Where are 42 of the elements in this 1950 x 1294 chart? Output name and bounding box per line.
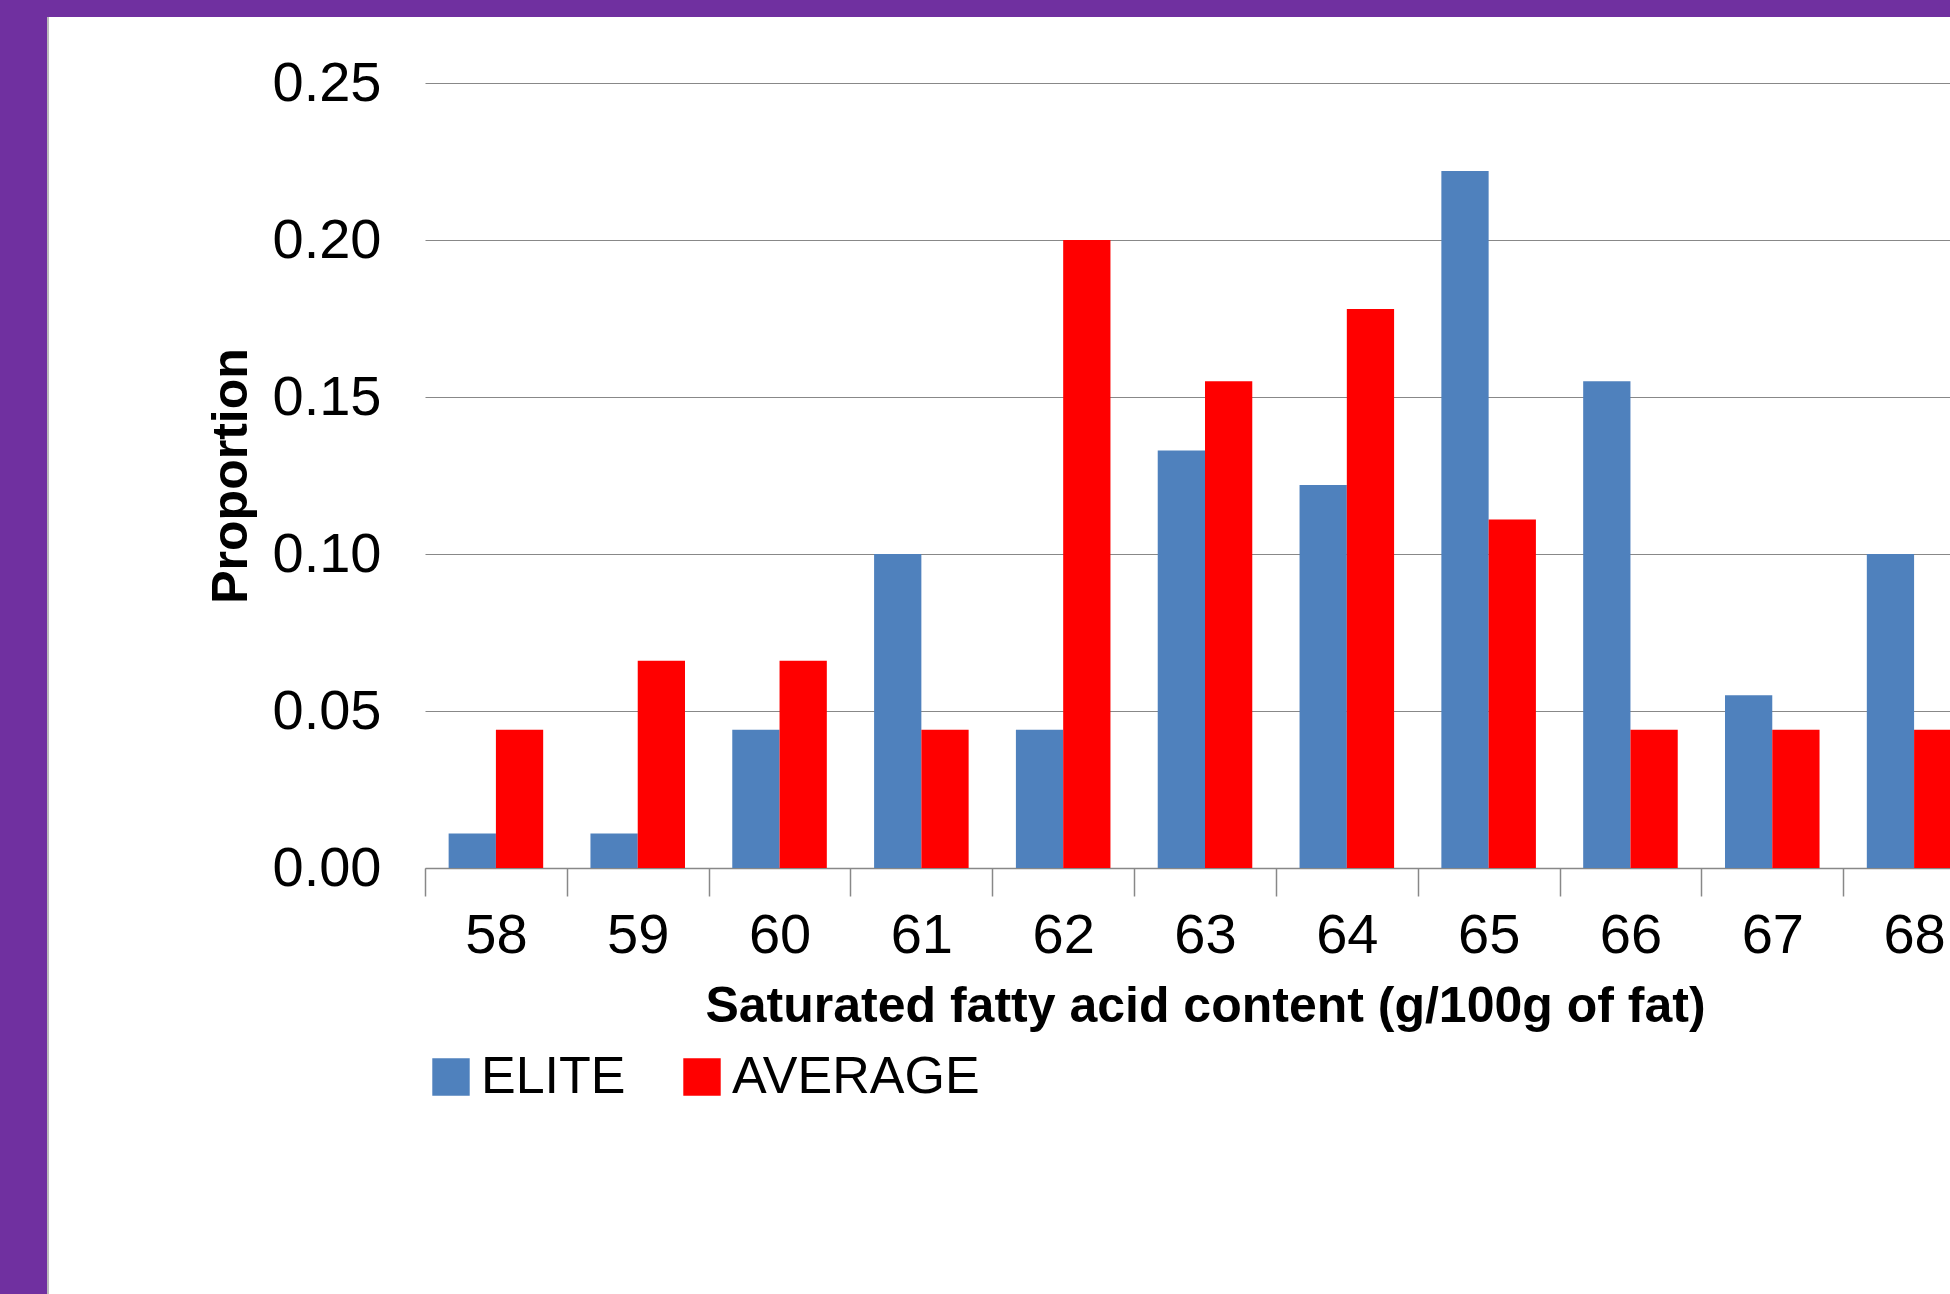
x-tick-label: 64	[1316, 901, 1379, 965]
bar	[1441, 170, 1489, 868]
bar	[1583, 381, 1631, 868]
bar	[732, 729, 780, 868]
bar	[1725, 695, 1773, 868]
bar	[921, 729, 969, 868]
x-tick-label: 66	[1599, 901, 1663, 965]
x-tick-label: 67	[1741, 901, 1804, 965]
legend-label: ELITE	[481, 1046, 626, 1104]
x-tick-label: 58	[465, 901, 528, 965]
x-axis-title: Saturated fatty acid content (g/100g of fat)	[705, 976, 1706, 1033]
x-tick-label: 68	[1883, 901, 1946, 965]
x-tick-label: 63	[1174, 901, 1237, 965]
bar	[637, 660, 685, 868]
legend-label: AVERAGE	[732, 1046, 980, 1104]
bar	[1299, 484, 1347, 868]
x-tick-label: 60	[748, 901, 812, 965]
bar	[1772, 729, 1820, 868]
bar	[1488, 519, 1536, 868]
bar	[1063, 240, 1111, 868]
bar	[1866, 554, 1915, 868]
bar	[1157, 450, 1205, 868]
y-tick-label: 0.00	[272, 834, 382, 898]
x-tick-label: 65	[1457, 901, 1521, 965]
x-tick-label: 62	[1032, 901, 1095, 965]
bar	[1346, 309, 1395, 868]
y-tick-label: 0.20	[272, 206, 382, 270]
y-tick-label: 0.15	[272, 363, 382, 427]
y-axis-title: Proportion	[201, 348, 258, 604]
y-tick-label: 0.25	[272, 49, 382, 113]
bar	[1015, 729, 1064, 868]
bar	[1630, 729, 1678, 868]
bar	[590, 833, 638, 868]
y-tick-label: 0.05	[272, 677, 382, 741]
bar	[1205, 381, 1253, 868]
x-tick-label: 59	[607, 901, 670, 965]
bar	[495, 729, 544, 868]
x-tick-label: 61	[890, 901, 954, 965]
bar	[874, 554, 922, 868]
bar	[448, 833, 496, 868]
y-tick-label: 0.10	[272, 520, 382, 584]
bar	[779, 660, 827, 868]
